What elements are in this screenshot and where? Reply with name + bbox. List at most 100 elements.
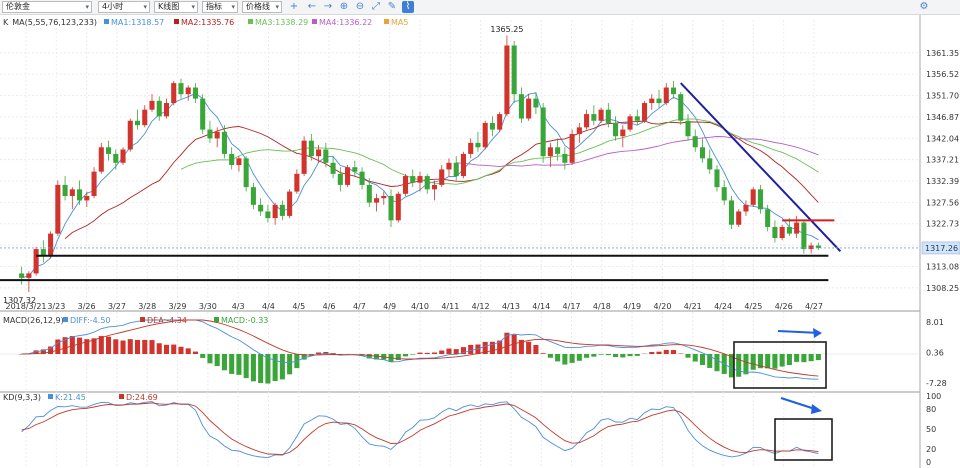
overlays	[0, 82, 920, 282]
macd-bar	[142, 339, 148, 354]
ma4-legend: MA4:1336.22	[319, 18, 372, 27]
time-tick-label: 4/5	[292, 302, 305, 311]
macd-bar	[323, 351, 329, 354]
candle-body	[555, 147, 561, 154]
macd-highlight-box	[733, 341, 827, 389]
time-tick-label: 4/25	[744, 302, 762, 311]
low-annotation: 1307.32	[3, 296, 36, 305]
candle-body	[431, 184, 438, 190]
ma4-swatch	[312, 19, 317, 24]
candle-body	[402, 176, 409, 194]
time-tick-label: 4/4	[262, 302, 275, 311]
macd-bar	[62, 337, 68, 354]
kd-tick-label: 20	[926, 445, 936, 454]
chart-type-select[interactable]: K线图 ▾	[154, 1, 198, 13]
ma1-swatch	[104, 19, 109, 24]
time-tick-label: 4/14	[532, 302, 550, 311]
settings-icon[interactable]: ⚙	[919, 1, 929, 12]
price-tick-label: 1322.73	[926, 220, 959, 229]
macd-tick-label: 8.01	[926, 318, 944, 327]
macd-bar	[743, 354, 749, 375]
candle-body	[221, 131, 227, 154]
high-annotation: 1365.25	[490, 25, 523, 34]
time-tick-label: 4/26	[775, 302, 793, 311]
macd-bar	[656, 351, 662, 354]
candle-body	[460, 153, 466, 177]
candle-body	[243, 158, 249, 188]
macd-bar	[699, 354, 706, 365]
macd-bar	[127, 339, 133, 354]
candle-body	[55, 184, 61, 234]
candle-body	[569, 134, 575, 163]
candle-body	[366, 184, 372, 203]
ma4-line	[456, 136, 819, 168]
candle-body	[605, 109, 611, 123]
price-tick-label: 1346.87	[926, 113, 959, 122]
candle-body	[656, 98, 662, 104]
macd-bar	[301, 354, 307, 360]
candle-body	[634, 116, 640, 121]
macd-bar	[366, 354, 372, 359]
candle-body	[743, 204, 749, 212]
macd-bar	[236, 354, 242, 375]
macd-bar	[221, 354, 227, 371]
candle-body	[794, 222, 800, 234]
macd-bar	[591, 354, 597, 357]
macd-bar	[489, 341, 495, 354]
macd-bar	[649, 352, 655, 354]
ma3-legend: MA3:1338.29	[255, 18, 308, 27]
candle-body	[591, 114, 597, 121]
candle-body	[301, 140, 307, 174]
candle-body	[627, 116, 633, 130]
indicators-select[interactable]: 指标 ▾	[202, 1, 238, 13]
candle-body	[439, 169, 445, 185]
macd-bar	[504, 332, 510, 354]
candle-body	[330, 162, 336, 174]
time-tick-label: 4/11	[441, 302, 459, 311]
candle-body	[106, 147, 112, 154]
time-tick-label: 4/13	[502, 302, 520, 311]
macd-bar	[765, 354, 771, 369]
candle-body	[265, 211, 271, 219]
candle-body	[62, 184, 68, 196]
candle-body	[272, 204, 278, 219]
candle-body	[518, 94, 524, 119]
macd-tick-label: -7.28	[926, 379, 947, 388]
arrow-right-icon[interactable]: →	[323, 1, 333, 12]
chart-type-label: K线图	[158, 2, 180, 11]
candle-body	[526, 98, 532, 119]
candle-body	[489, 122, 495, 130]
draw-tool-icon[interactable]: ⌇	[402, 1, 414, 13]
candle-body	[84, 195, 90, 201]
fit-icon[interactable]: ⤢	[372, 1, 380, 12]
macd-bar	[163, 344, 170, 354]
time-tick-label: 3/27	[108, 302, 126, 311]
price-line-select[interactable]: 价格线 ▾	[242, 1, 282, 13]
macd-bar	[547, 354, 553, 358]
candle-body	[142, 109, 148, 126]
zoom-out-icon[interactable]: ⊖	[355, 1, 365, 12]
macd-bar	[395, 354, 401, 361]
candle-body	[808, 245, 814, 250]
arrow-left-icon[interactable]: ←	[307, 1, 317, 12]
macd-bar	[794, 354, 800, 362]
time-tick-label: 4/19	[623, 302, 641, 311]
time-tick-label: 2018/3/21	[5, 302, 46, 311]
ma1-legend: MA1:1318.57	[111, 18, 164, 27]
macd-bar	[620, 354, 626, 358]
macd-bar	[258, 354, 264, 383]
ma3-swatch	[248, 19, 253, 24]
candle-body	[613, 122, 619, 137]
pencil-icon[interactable]: ✎	[387, 1, 397, 12]
macd-bar	[714, 354, 720, 372]
macd-params-label: MACD(26,12,9)	[3, 316, 64, 325]
crosshair-icon[interactable]: +	[289, 1, 299, 12]
chevron-down-icon: ▾	[275, 3, 279, 11]
zoom-in-icon[interactable]: ⊕	[339, 1, 349, 12]
ma2-swatch	[174, 19, 179, 24]
macd-bar	[55, 339, 61, 354]
period-select[interactable]: 4小时 ▾	[98, 1, 150, 13]
instrument-select[interactable]: 伦敦金 ▾	[2, 1, 92, 13]
candle-body	[236, 158, 242, 165]
